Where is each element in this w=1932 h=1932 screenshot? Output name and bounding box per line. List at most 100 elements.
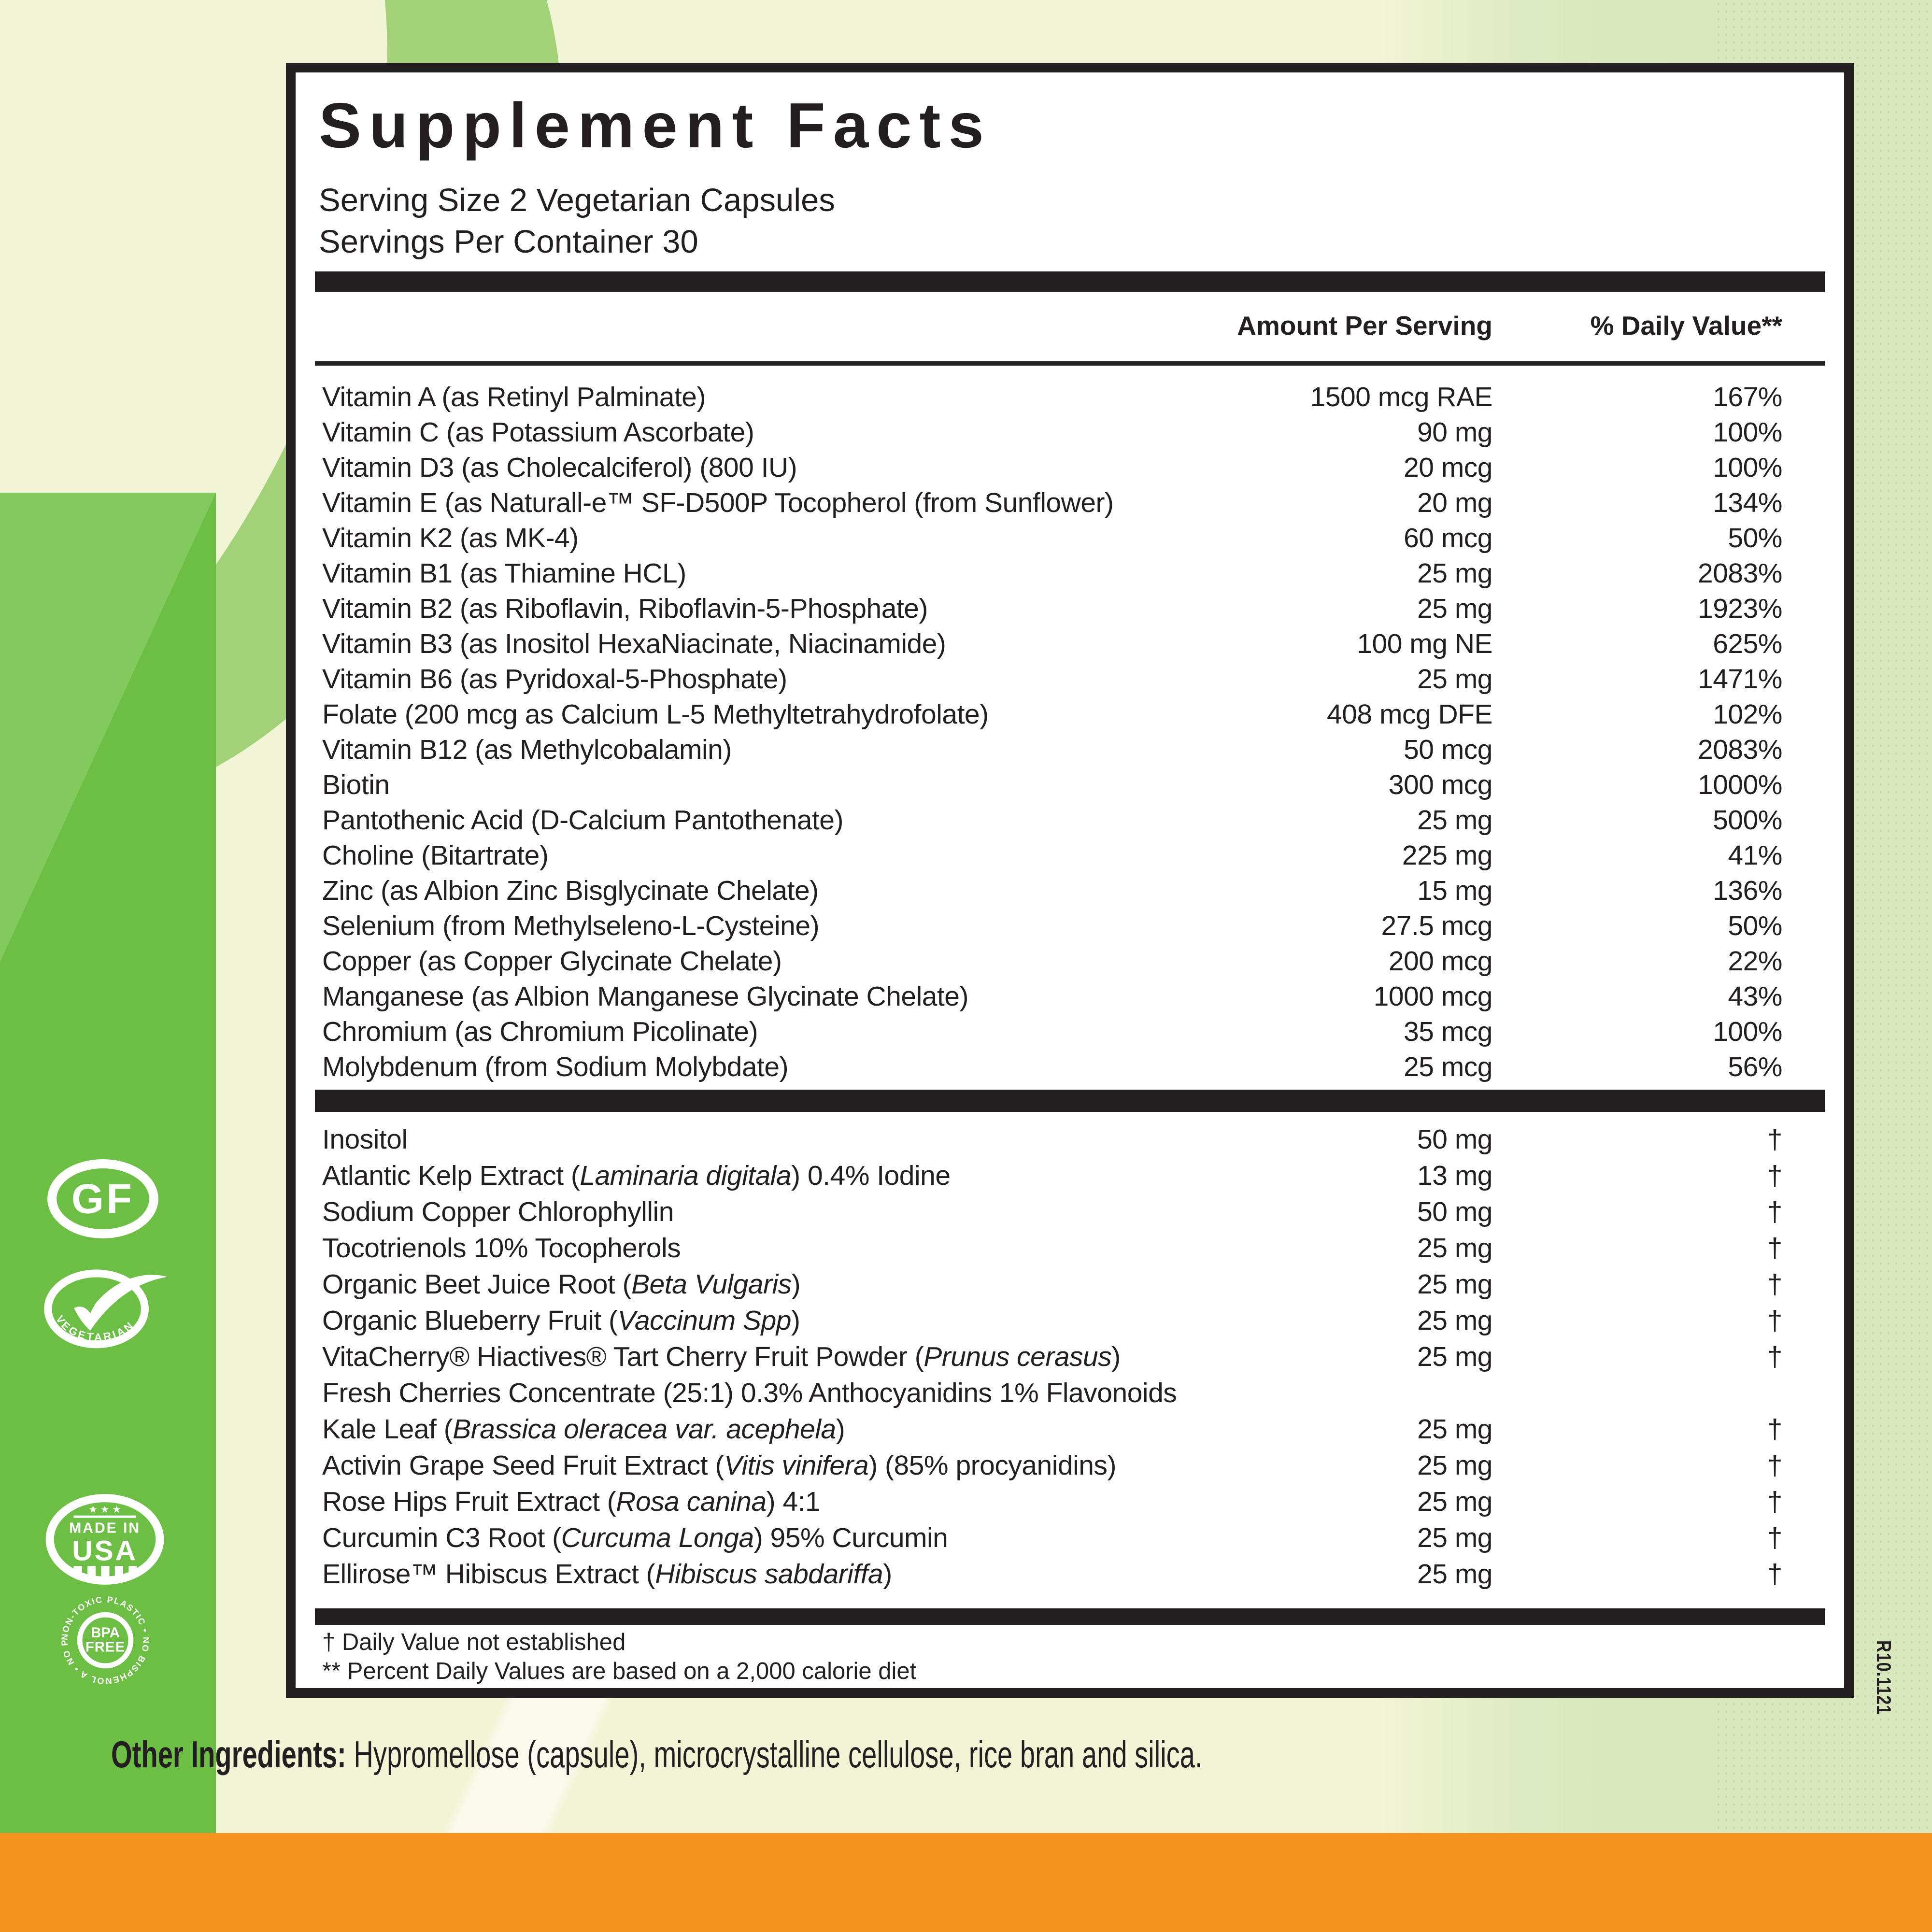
made-in-text: MADE IN	[69, 1520, 141, 1536]
ingredient-name-part: Biotin	[322, 769, 390, 800]
column-header-amount: Amount Per Serving	[1237, 311, 1492, 341]
daily-value: †	[1767, 1522, 1783, 1553]
ingredient-row: Curcumin C3 Root (Curcuma Longa) 95% Cur…	[296, 1520, 1844, 1556]
ingredient-name: Vitamin B12 (as Methylcobalamin)	[322, 732, 732, 767]
daily-value: †	[1767, 1414, 1783, 1445]
usa-divider	[73, 1515, 136, 1518]
ingredient-row: Vitamin D3 (as Cholecalciferol) (800 IU)…	[296, 450, 1844, 485]
ingredient-row: Choline (Bitartrate) 225 mg 41%	[296, 838, 1844, 873]
ingredient-name: Copper (as Copper Glycinate Chelate)	[322, 944, 782, 979]
ingredient-name-part: Curcumin C3 Root (	[322, 1522, 561, 1553]
ingredient-row: Biotin 300 mcg 1000%	[296, 767, 1844, 803]
ingredient-name: Vitamin D3 (as Cholecalciferol) (800 IU)	[322, 450, 797, 485]
ingredient-name: Choline (Bitartrate)	[322, 838, 549, 873]
amount-per-serving-value: 25 mg	[1417, 1414, 1492, 1445]
amount-per-serving-value: 408 mcg DFE	[1327, 699, 1492, 730]
leaf-swoosh-icon	[90, 1275, 168, 1331]
ingredient-row: Vitamin E (as Naturall-e™ SF-D500P Tocop…	[296, 485, 1844, 521]
daily-value: 625%	[1713, 628, 1782, 659]
daily-value: 100%	[1713, 417, 1782, 448]
ingredient-row: Rose Hips Fruit Extract (Rosa canina) 4:…	[296, 1484, 1844, 1520]
ingredient-name-part: Vitamin B12 (as Methylcobalamin)	[322, 734, 732, 765]
header-rule	[315, 361, 1825, 366]
bpa-ring	[77, 1612, 134, 1669]
ingredient-row: Vitamin K2 (as MK-4) 60 mcg 50%	[296, 521, 1844, 556]
daily-value: 100%	[1713, 452, 1782, 483]
ingredient-name: Sodium Copper Chlorophyllin	[322, 1194, 674, 1230]
ingredient-species: Brassica oleracea var. acephela	[453, 1414, 836, 1445]
ingredient-name-part: )	[1111, 1341, 1121, 1372]
ingredient-name: Inositol	[322, 1122, 408, 1158]
ingredient-name-part: Chromium (as Chromium Picolinate)	[322, 1016, 758, 1047]
supplement-facts-panel: Supplement Facts Serving Size 2 Vegetari…	[286, 63, 1854, 1698]
amount-per-serving-value: 25 mg	[1417, 558, 1492, 589]
daily-value: †	[1767, 1305, 1783, 1336]
daily-value: 167%	[1713, 382, 1782, 412]
amount-per-serving-value: 60 mcg	[1404, 523, 1492, 554]
ingredient-name-part: Ellirose™ Hibiscus Extract (	[322, 1559, 655, 1590]
vegetarian-badge: VEGETARIAN	[44, 1269, 168, 1349]
ingredient-row: Kale Leaf (Brassica oleracea var. acephe…	[296, 1411, 1844, 1448]
gf-ring	[47, 1159, 158, 1239]
daily-value: †	[1767, 1269, 1783, 1300]
ingredient-name-part: Vitamin B3 (as Inositol HexaNiacinate, N…	[322, 628, 946, 659]
ingredient-name: Vitamin A (as Retinyl Palminate)	[322, 380, 706, 415]
ingredient-name-part: Atlantic Kelp Extract (	[322, 1160, 580, 1191]
daily-value: 1471%	[1698, 664, 1783, 695]
ingredient-name-part: Zinc (as Albion Zinc Bisglycinate Chelat…	[322, 875, 819, 906]
daily-value: 56%	[1728, 1051, 1782, 1082]
amount-per-serving-value: 25 mg	[1417, 1486, 1492, 1517]
ingredient-name-part: Choline (Bitartrate)	[322, 840, 549, 871]
ingredient-name-part: Fresh Cherries Concentrate (25:1) 0.3% A…	[322, 1378, 1177, 1408]
other-ingredients: Other Ingredients: Hypromellose (capsule…	[111, 1733, 1203, 1776]
ingredient-name-part: Vitamin E (as Naturall-e™ SF-D500P Tocop…	[322, 487, 1114, 518]
ingredient-name: Atlantic Kelp Extract (Laminaria digital…	[322, 1158, 951, 1194]
ingredient-name: Vitamin C (as Potassium Ascorbate)	[322, 415, 754, 450]
botanicals-section: Inositol 50 mg † Atlantic Kelp Extract (Lam…	[296, 1122, 1844, 1592]
ingredient-species: Beta Vulgaris	[631, 1269, 792, 1300]
ingredient-name-part: Vitamin K2 (as MK-4)	[322, 523, 579, 554]
ingredient-name: Chromium (as Chromium Picolinate)	[322, 1014, 758, 1050]
ingredient-row: Chromium (as Chromium Picolinate) 35 mcg 1…	[296, 1014, 1844, 1050]
ingredient-row: Vitamin A (as Retinyl Palminate) 1500 mcg…	[296, 380, 1844, 415]
ingredient-name-part: Activin Grape Seed Fruit Extract (	[322, 1450, 724, 1481]
ingredient-name-part: Selenium (from Methylseleno-L-Cysteine)	[322, 910, 820, 941]
daily-value: †	[1767, 1160, 1783, 1191]
ingredient-name: Pantothenic Acid (D-Calcium Pantothenate…	[322, 803, 843, 838]
ingredient-name: Organic Beet Juice Root (Beta Vulgaris)	[322, 1266, 801, 1303]
bpa-text: BPA	[91, 1625, 120, 1641]
ingredient-name: Selenium (from Methylseleno-L-Cysteine)	[322, 909, 820, 944]
ingredient-name: Vitamin B3 (as Inositol HexaNiacinate, N…	[322, 626, 946, 662]
ingredient-name-part: Manganese (as Albion Manganese Glycinate…	[322, 981, 969, 1012]
ingredient-name: Zinc (as Albion Zinc Bisglycinate Chelat…	[322, 873, 819, 909]
amount-per-serving-value: 1000 mcg	[1373, 981, 1493, 1012]
ingredient-name-part: )	[836, 1414, 845, 1445]
ingredient-name: Rose Hips Fruit Extract (Rosa canina) 4:…	[322, 1484, 821, 1520]
ingredient-name-part: Inositol	[322, 1124, 408, 1155]
gf-text: GF	[71, 1176, 134, 1222]
ingredient-name: Vitamin B2 (as Riboflavin, Riboflavin-5-…	[322, 591, 928, 626]
daily-value: 2083%	[1698, 558, 1783, 589]
amount-per-serving-value: 25 mg	[1417, 1233, 1492, 1264]
amount-per-serving-value: 25 mg	[1417, 1305, 1492, 1336]
daily-value: †	[1767, 1233, 1783, 1264]
serving-size: Serving Size 2 Vegetarian Capsules	[319, 182, 835, 218]
ingredient-name-part: ) 95% Curcumin	[753, 1522, 948, 1553]
amount-per-serving-value: 25 mg	[1417, 1522, 1492, 1553]
ingredient-row: Vitamin B12 (as Methylcobalamin) 50 mcg 20…	[296, 732, 1844, 767]
ingredient-name-part: Tocotrienols 10% Tocopherols	[322, 1233, 681, 1264]
divider-bar-middle	[315, 1090, 1825, 1112]
ingredient-name: Vitamin E (as Naturall-e™ SF-D500P Tocop…	[322, 485, 1114, 521]
ingredient-name: Ellirose™ Hibiscus Extract (Hibiscus sab…	[322, 1556, 892, 1592]
ingredient-name: Fresh Cherries Concentrate (25:1) 0.3% A…	[322, 1375, 1177, 1411]
ingredient-row: Inositol 50 mg †	[296, 1122, 1844, 1158]
daily-value: 43%	[1728, 981, 1782, 1012]
ingredient-name-part: Molybdenum (from Sodium Molybdate)	[322, 1051, 789, 1082]
ingredient-row: Folate (200 mcg as Calcium L-5 Methyltet…	[296, 697, 1844, 732]
ingredient-name-part: Vitamin C (as Potassium Ascorbate)	[322, 417, 754, 448]
ingredient-row: Sodium Copper Chlorophyllin 50 mg †	[296, 1194, 1844, 1230]
ingredient-name-part: Vitamin B2 (as Riboflavin, Riboflavin-5-…	[322, 593, 928, 624]
amount-per-serving-value: 25 mg	[1417, 664, 1492, 695]
ingredient-name-part: )	[791, 1305, 800, 1336]
footnote-percent-dv: ** Percent Daily Values are based on a 2…	[322, 1658, 917, 1684]
